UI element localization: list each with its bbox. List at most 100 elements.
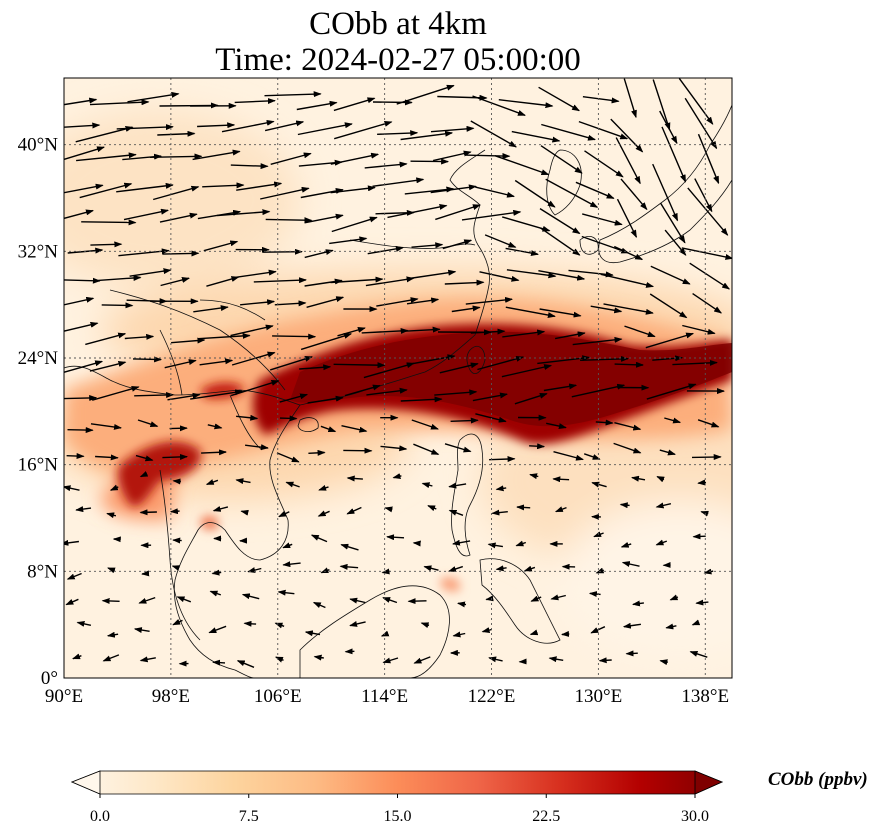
wind-arrow (689, 262, 731, 290)
wind-arrow (212, 505, 229, 512)
wind-arrow (98, 274, 142, 282)
wind-arrow (571, 383, 626, 398)
colorbar-tick-label: 22.5 (532, 808, 560, 825)
wind-arrow (694, 178, 713, 213)
wind-arrow (595, 419, 614, 426)
wind-arrow (240, 299, 276, 306)
wind-arrow (123, 208, 169, 221)
wind-arrow (682, 324, 716, 335)
wind-arrow (665, 623, 677, 630)
wind-arrow (193, 305, 229, 313)
wind-arrow (197, 122, 236, 129)
wind-arrow (208, 625, 227, 634)
wind-arrow (501, 364, 553, 378)
wind-arrow (691, 619, 701, 626)
wind-arrow (304, 278, 343, 287)
wind-arrow (652, 79, 671, 131)
visayas-mindanao (479, 558, 561, 644)
wind-arrow (64, 122, 101, 129)
wind-arrow (340, 543, 359, 551)
wind-arrow (274, 300, 307, 307)
wind-arrow (442, 239, 473, 250)
wind-arrow (444, 279, 485, 286)
wind-arrow (192, 149, 241, 161)
wind-vectors (64, 78, 732, 668)
wind-arrow (580, 355, 629, 362)
wind-arrow (300, 188, 344, 199)
wind-arrow (495, 485, 507, 492)
wind-arrow (64, 183, 104, 194)
wind-arrow (625, 650, 638, 657)
wind-arrow (515, 540, 527, 547)
wind-arrow (649, 293, 688, 319)
wind-arrow (541, 123, 596, 141)
wind-arrow (279, 415, 298, 422)
borneo (299, 585, 450, 678)
wind-arrow (176, 596, 192, 603)
wind-arrow (64, 277, 101, 284)
wind-arrow (153, 185, 200, 201)
wind-arrow (659, 659, 668, 666)
wind-arrow (413, 656, 431, 664)
wind-arrow (384, 506, 393, 513)
wind-arrow (620, 178, 648, 211)
wind-arrow (107, 567, 116, 574)
wind-arrow (236, 660, 255, 668)
wind-arrow (450, 417, 479, 424)
wind-arrow (89, 360, 127, 372)
wind-arrow (304, 249, 334, 259)
wind-arrow (199, 358, 234, 366)
wind-arrow (127, 91, 180, 103)
wind-arrow (253, 277, 307, 284)
wind-arrow (330, 276, 384, 284)
wind-arrow (582, 96, 620, 104)
wind-arrow (615, 137, 641, 185)
wind-arrow (132, 356, 163, 363)
lon-tick-label: 138°E (681, 686, 729, 707)
wind-arrow (349, 597, 366, 604)
wind-arrow (392, 473, 402, 479)
wind-arrow (241, 593, 260, 600)
wind-arrow (64, 97, 98, 106)
wind-arrow (472, 392, 508, 402)
wind-arrow (494, 155, 550, 176)
wind-arrow (317, 510, 330, 517)
wind-arrow (101, 302, 134, 309)
wind-arrow (631, 475, 646, 482)
wind-arrow (691, 454, 722, 461)
wind-arrow (139, 509, 157, 516)
wind-arrow (380, 445, 408, 452)
wind-arrow (452, 539, 471, 546)
colorbar-tick-label: 15.0 (384, 808, 412, 825)
wind-arrow (406, 354, 456, 366)
wind-arrow (372, 99, 413, 106)
wind-arrow (320, 425, 337, 433)
wind-arrow (92, 385, 140, 401)
wind-arrow (313, 654, 324, 661)
wind-arrow (511, 130, 561, 143)
wind-arrow (307, 395, 344, 404)
wind-arrow (406, 297, 440, 305)
lat-tick-label: 0° (41, 668, 58, 689)
wind-arrow (697, 133, 720, 185)
wind-arrow (72, 653, 82, 660)
wind-arrow (209, 590, 222, 597)
wind-arrow (420, 622, 430, 629)
wind-arrow (697, 419, 720, 428)
colorbar-tick-label: 0.0 (90, 808, 110, 825)
lon-tick-label: 114°E (361, 686, 408, 707)
wind-arrow (212, 659, 226, 666)
wind-arrow (279, 393, 309, 403)
lat-tick-label: 24°N (18, 348, 59, 369)
lon-tick-label: 98°E (152, 686, 190, 707)
wind-arrow (543, 383, 578, 392)
wind-arrow (162, 250, 200, 257)
wind-arrow (106, 631, 119, 638)
wind-arrow (461, 209, 522, 221)
wind-arrow (171, 337, 206, 344)
wind-arrow (75, 126, 134, 143)
map-timestamp: Time: 2024-02-27 05:00:00 (215, 42, 581, 78)
wind-arrow (477, 355, 525, 371)
wind-arrow (684, 97, 718, 150)
wind-arrow (530, 595, 542, 602)
